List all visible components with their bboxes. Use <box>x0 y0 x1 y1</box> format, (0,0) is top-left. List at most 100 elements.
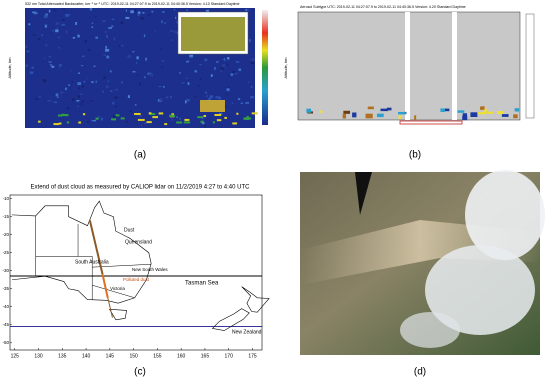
texture-speck <box>132 71 136 73</box>
texture-speck <box>240 102 243 104</box>
texture-speck <box>45 44 48 47</box>
texture-speck <box>61 23 65 27</box>
texture-speck <box>252 9 254 12</box>
texture-speck <box>251 58 255 61</box>
low-layer <box>216 119 222 122</box>
low-layer <box>152 116 159 119</box>
texture-speck <box>187 59 190 61</box>
texture-speck <box>91 22 94 24</box>
data-gap <box>452 12 457 120</box>
x-tick-label: 155 <box>153 353 162 359</box>
texture-speck <box>143 34 146 38</box>
texture-speck <box>161 20 163 24</box>
x-tick-label: 125 <box>11 353 20 359</box>
texture-speck <box>205 9 210 12</box>
map-frame <box>9 194 263 351</box>
texture-speck <box>104 31 107 34</box>
texture-speck <box>176 116 178 118</box>
texture-speck <box>186 117 190 119</box>
texture-speck <box>113 37 116 41</box>
texture-speck <box>38 95 42 98</box>
texture-speck <box>25 45 28 48</box>
texture-speck <box>71 81 73 83</box>
caption: (c) <box>134 367 146 378</box>
texture-speck <box>248 8 250 11</box>
texture-speck <box>199 64 202 66</box>
texture-speck <box>151 74 154 77</box>
texture-speck <box>37 38 41 41</box>
legend-bar <box>525 13 535 119</box>
texture-speck <box>136 62 138 65</box>
panel-a: 532 nm Total Attenuated Backscatter, km⁻… <box>7 2 268 161</box>
low-layer <box>232 122 238 125</box>
texture-speck <box>95 80 97 83</box>
texture-speck <box>82 55 85 58</box>
texture-speck <box>77 82 82 85</box>
subtype-block <box>513 114 518 119</box>
map-title: Extend of dust cloud as measured by CALI… <box>31 185 251 191</box>
subtype-block <box>440 108 445 112</box>
track <box>108 298 113 318</box>
texture-speck <box>125 9 127 12</box>
x-tick-label: 175 <box>248 353 257 359</box>
texture-speck <box>233 72 238 75</box>
map-label: New Zealand <box>232 329 262 335</box>
texture-speck <box>237 98 241 101</box>
texture-speck <box>100 117 103 121</box>
texture-speck <box>206 94 208 98</box>
texture-speck <box>105 48 110 52</box>
texture-speck <box>130 10 134 14</box>
low-layer <box>164 123 168 126</box>
coastline <box>110 309 127 319</box>
texture-speck <box>46 23 48 27</box>
map-geometry <box>12 201 269 330</box>
map-label: Queensland <box>125 239 152 245</box>
texture-speck <box>138 114 142 117</box>
texture-speck <box>52 30 54 32</box>
texture-speck <box>161 59 165 62</box>
texture-speck <box>89 100 93 102</box>
low-layer <box>57 114 63 117</box>
map-label: Tasman Sea <box>185 281 219 287</box>
texture-speck <box>198 85 200 87</box>
texture-speck <box>186 77 188 80</box>
subtype-block <box>501 114 509 117</box>
colorbar <box>262 10 268 125</box>
y-tick-label: -15 <box>2 214 9 219</box>
y-axis-label: Altitude, km <box>7 57 12 79</box>
low-layer <box>134 112 141 115</box>
no-data-wedge <box>355 172 372 215</box>
polluted-dust-track <box>103 274 108 297</box>
y-tick-label: -35 <box>2 286 9 291</box>
y-tick-label: -30 <box>2 268 9 273</box>
low-layer <box>58 122 62 125</box>
texture-speck <box>71 98 75 101</box>
subtype-block <box>470 112 478 118</box>
subtype-block <box>398 115 401 120</box>
texture-speck <box>248 81 250 83</box>
highlight-bracket <box>399 120 463 125</box>
subtype-block <box>352 112 357 118</box>
subtype-block <box>496 111 504 114</box>
texture-speck <box>78 95 81 99</box>
x-tick-label: 135 <box>58 353 67 359</box>
texture-speck <box>105 85 109 89</box>
caption: (a) <box>134 150 146 161</box>
texture-speck <box>68 84 70 86</box>
texture-speck <box>230 73 234 76</box>
texture-speck <box>174 30 178 34</box>
subtype-block <box>487 111 494 114</box>
texture-speck <box>134 104 137 106</box>
texture-speck <box>179 117 181 121</box>
texture-speck <box>159 98 163 102</box>
texture-speck <box>58 64 62 67</box>
texture-speck <box>226 88 230 92</box>
coastline <box>242 287 269 313</box>
texture-speck <box>245 102 250 104</box>
texture-speck <box>89 8 93 11</box>
texture-speck <box>136 56 139 60</box>
cloud <box>425 245 535 335</box>
texture-speck <box>164 22 167 25</box>
texture-speck <box>106 35 108 38</box>
texture-speck <box>57 36 61 39</box>
